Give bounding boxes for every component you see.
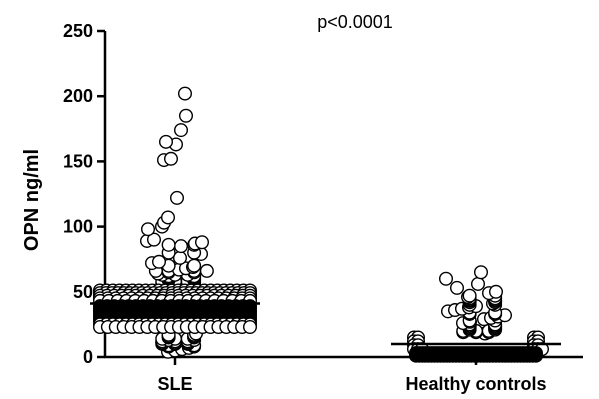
y-tick-label: 250 xyxy=(63,21,93,41)
data-point xyxy=(194,235,209,250)
data-point xyxy=(146,232,161,247)
data-point xyxy=(242,320,257,335)
y-tick-label: 150 xyxy=(63,151,93,171)
data-point xyxy=(187,258,202,273)
data-point xyxy=(177,86,192,101)
data-point xyxy=(439,271,454,286)
y-tick-label: 50 xyxy=(73,282,93,302)
data-point xyxy=(158,134,173,149)
data-point xyxy=(151,254,166,269)
x-category-label: Healthy controls xyxy=(405,374,546,394)
data-points xyxy=(92,86,550,363)
data-point xyxy=(471,276,486,291)
data-point xyxy=(160,210,175,225)
axes: 0 50 100 150 200 250 SLE Healthy controls xyxy=(63,21,583,394)
data-point xyxy=(489,284,504,299)
data-point xyxy=(169,190,184,205)
p-value-annotation: p<0.0001 xyxy=(317,12,393,32)
data-point xyxy=(199,263,214,278)
data-point xyxy=(178,108,193,123)
y-tick-label: 200 xyxy=(63,86,93,106)
data-point xyxy=(140,222,155,237)
x-category-label: SLE xyxy=(157,374,192,394)
data-point xyxy=(462,288,477,303)
y-axis-title: OPN ng/ml xyxy=(21,149,43,251)
median-lines xyxy=(90,302,561,346)
data-point xyxy=(172,250,187,265)
data-point xyxy=(173,239,188,254)
data-point xyxy=(173,123,188,138)
data-point xyxy=(161,237,176,252)
data-point xyxy=(450,280,465,295)
data-point xyxy=(163,151,178,166)
y-tick-label: 0 xyxy=(83,347,93,367)
data-point xyxy=(474,265,489,280)
y-tick-label: 100 xyxy=(63,217,93,237)
data-point xyxy=(529,348,544,363)
